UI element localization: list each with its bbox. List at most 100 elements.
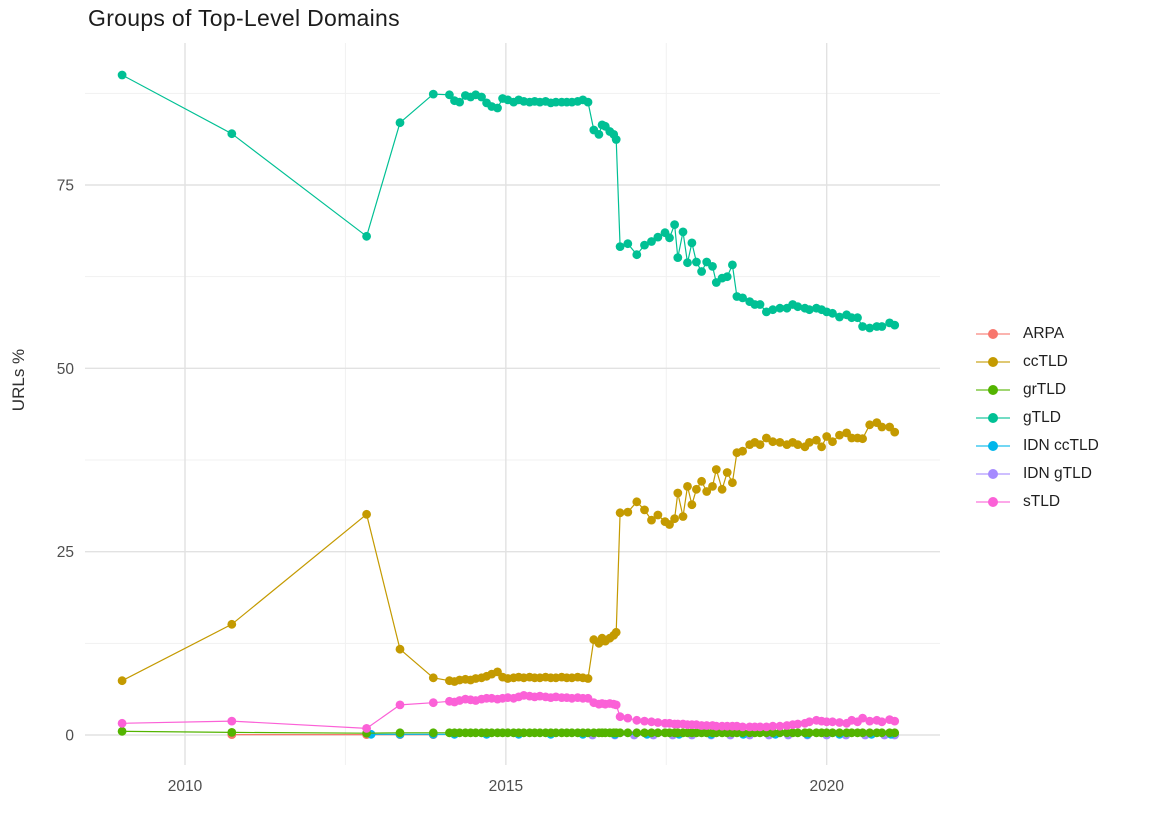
data-point — [611, 135, 621, 144]
data-point — [890, 320, 900, 330]
data-point — [583, 674, 593, 683]
data-point — [673, 488, 683, 498]
legend-key-dot — [988, 469, 998, 479]
data-point — [835, 312, 844, 322]
data-point — [653, 718, 663, 727]
legend-key-icon — [976, 493, 1010, 511]
data-point — [865, 420, 875, 430]
legend-item-grTLD: grTLD — [976, 376, 1099, 404]
data-point — [812, 435, 821, 445]
data-point — [738, 293, 747, 303]
legend-key-dot — [988, 385, 998, 395]
data-point — [817, 442, 826, 452]
data-point — [822, 432, 832, 441]
data-point — [738, 446, 747, 456]
data-point — [858, 713, 867, 723]
data-point — [455, 97, 464, 107]
legend-label: ARPA — [1023, 325, 1065, 342]
data-point — [853, 313, 862, 323]
data-point — [477, 92, 486, 102]
data-point — [768, 437, 778, 447]
series-grTLD — [117, 726, 900, 738]
data-point — [117, 676, 127, 686]
data-point — [615, 508, 625, 518]
data-point — [755, 300, 765, 309]
legend-key-dot — [988, 413, 998, 423]
data-point — [755, 440, 765, 449]
legend-label: gTLD — [1023, 409, 1061, 426]
data-point — [890, 427, 900, 437]
data-point — [722, 468, 732, 477]
data-point — [692, 484, 701, 494]
data-point — [227, 728, 237, 737]
data-point — [683, 482, 692, 491]
data-point — [395, 700, 405, 710]
data-point — [583, 97, 593, 107]
y-tick-label: 75 — [57, 178, 74, 195]
data-point — [647, 515, 656, 525]
data-point — [687, 500, 697, 510]
data-point — [362, 724, 371, 733]
data-point — [623, 728, 633, 738]
data-point — [670, 220, 679, 230]
legend-key-icon — [976, 465, 1010, 483]
data-point — [428, 698, 438, 708]
data-point — [775, 728, 785, 738]
data-point — [708, 262, 717, 271]
data-point — [653, 728, 663, 738]
data-point — [775, 303, 785, 313]
data-point — [708, 482, 717, 491]
data-point — [762, 433, 771, 443]
data-point — [670, 514, 679, 524]
y-tick-label: 0 — [65, 728, 74, 745]
data-point — [711, 465, 721, 474]
data-point — [865, 323, 875, 333]
legend-label: ccTLD — [1023, 353, 1068, 370]
series-ccTLD — [117, 418, 900, 686]
data-point — [395, 644, 405, 654]
data-point — [877, 322, 887, 331]
data-point — [877, 728, 887, 738]
data-point — [683, 258, 692, 268]
data-point — [640, 728, 649, 738]
data-point — [227, 716, 237, 726]
legend-label: sTLD — [1023, 493, 1061, 510]
data-point — [890, 716, 900, 726]
legend-key-icon — [976, 381, 1010, 399]
data-point — [615, 712, 625, 722]
data-point — [632, 497, 642, 507]
data-point — [858, 434, 867, 444]
data-point — [615, 242, 625, 252]
data-point — [805, 438, 814, 447]
data-point — [805, 305, 814, 315]
data-point — [805, 728, 814, 738]
data-point — [865, 716, 875, 726]
data-point — [445, 90, 454, 100]
legend-item-ccTLD: ccTLD — [976, 348, 1099, 376]
legend-key-dot — [988, 329, 998, 339]
data-point — [428, 89, 438, 99]
data-point — [828, 728, 837, 738]
data-point — [697, 476, 706, 486]
data-point — [828, 437, 837, 447]
data-point — [768, 305, 778, 315]
data-point — [673, 253, 683, 262]
legend-key-dot — [988, 357, 998, 367]
data-point — [762, 722, 771, 732]
legend-key-dot — [988, 497, 998, 507]
legend-item-ARPA: ARPA — [976, 320, 1099, 348]
legend-label: grTLD — [1023, 381, 1067, 398]
data-point — [738, 722, 747, 732]
data-point — [117, 718, 127, 728]
data-point — [647, 717, 656, 727]
data-point — [632, 715, 642, 725]
data-point — [793, 440, 803, 449]
data-point — [615, 728, 625, 738]
data-point — [632, 728, 642, 738]
data-point — [728, 478, 737, 488]
data-point — [227, 619, 237, 629]
data-point — [692, 257, 701, 267]
data-point — [775, 438, 785, 447]
